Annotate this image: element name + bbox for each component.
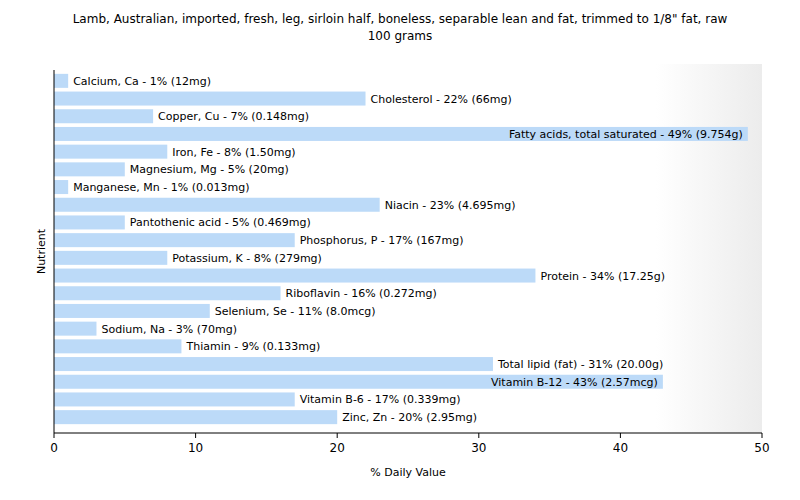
bar-label: Potassium, K - 8% (279mg) bbox=[172, 252, 322, 265]
x-tick-label: 40 bbox=[613, 441, 628, 455]
bar-label: Manganese, Mn - 1% (0.013mg) bbox=[73, 181, 249, 194]
bar-label: Fatty acids, total saturated - 49% (9.75… bbox=[509, 128, 743, 141]
bar bbox=[54, 109, 153, 123]
bar bbox=[54, 339, 181, 353]
bar-label: Thiamin - 9% (0.133mg) bbox=[185, 340, 320, 353]
bar-label: Pantothenic acid - 5% (0.469mg) bbox=[130, 216, 311, 229]
bar bbox=[54, 357, 493, 371]
bar-label: Vitamin B-12 - 43% (2.57mcg) bbox=[491, 376, 658, 389]
x-tick bbox=[54, 433, 55, 438]
bar-label: Phosphorus, P - 17% (167mg) bbox=[300, 234, 464, 247]
bar bbox=[54, 145, 167, 159]
x-tick-label: 20 bbox=[330, 441, 345, 455]
bar-label: Iron, Fe - 8% (1.50mg) bbox=[172, 146, 295, 159]
bar bbox=[54, 286, 281, 300]
bar bbox=[54, 233, 295, 247]
bar bbox=[54, 162, 125, 176]
x-tick-label: 30 bbox=[471, 441, 486, 455]
bars bbox=[54, 74, 748, 424]
bar bbox=[54, 410, 337, 424]
bar-label: Cholesterol - 22% (66mg) bbox=[371, 93, 512, 106]
bar bbox=[54, 215, 125, 229]
bar-label: Total lipid (fat) - 31% (20.00g) bbox=[497, 358, 663, 371]
bar bbox=[54, 198, 380, 212]
bar bbox=[54, 304, 210, 318]
bar bbox=[54, 127, 748, 141]
bar bbox=[54, 180, 68, 194]
bar-label: Magnesium, Mg - 5% (20mg) bbox=[130, 163, 289, 176]
bar-label: Vitamin B-6 - 17% (0.339mg) bbox=[300, 393, 461, 406]
bar-label: Copper, Cu - 7% (0.148mg) bbox=[158, 110, 309, 123]
x-tick-label: 0 bbox=[50, 441, 58, 455]
x-tick bbox=[195, 433, 196, 438]
title: Lamb, Australian, imported, fresh, leg, … bbox=[73, 12, 728, 26]
bar bbox=[54, 375, 663, 389]
bar bbox=[54, 92, 366, 106]
background bbox=[0, 0, 800, 500]
x-tick-label: 10 bbox=[188, 441, 203, 455]
x-axis bbox=[54, 433, 762, 434]
y-axis bbox=[54, 70, 55, 433]
bar-label: Riboflavin - 16% (0.272mg) bbox=[286, 287, 437, 300]
bar bbox=[54, 74, 68, 88]
bar bbox=[54, 322, 96, 336]
x-tick bbox=[337, 433, 338, 438]
x-tick bbox=[762, 433, 763, 438]
y-axis-label: Nutrient bbox=[35, 228, 48, 274]
bar-label: Protein - 34% (17.25g) bbox=[540, 270, 665, 283]
bar bbox=[54, 269, 535, 283]
bar-label: Zinc, Zn - 20% (2.95mg) bbox=[342, 411, 477, 424]
bar-label: Sodium, Na - 3% (70mg) bbox=[101, 323, 237, 336]
plot-area bbox=[54, 64, 762, 433]
chart: Lamb, Australian, imported, fresh, leg, … bbox=[0, 0, 800, 500]
bar bbox=[54, 251, 167, 265]
x-tick bbox=[620, 433, 621, 438]
bar bbox=[54, 392, 295, 406]
subtitle: 100 grams bbox=[368, 29, 433, 43]
bar-label: Selenium, Se - 11% (8.0mcg) bbox=[215, 305, 376, 318]
bar-label: Calcium, Ca - 1% (12mg) bbox=[73, 75, 211, 88]
x-tick-label: 50 bbox=[754, 441, 769, 455]
bar-label: Niacin - 23% (4.695mg) bbox=[385, 199, 516, 212]
x-axis-label: % Daily Value bbox=[370, 466, 446, 479]
x-tick bbox=[478, 433, 479, 438]
